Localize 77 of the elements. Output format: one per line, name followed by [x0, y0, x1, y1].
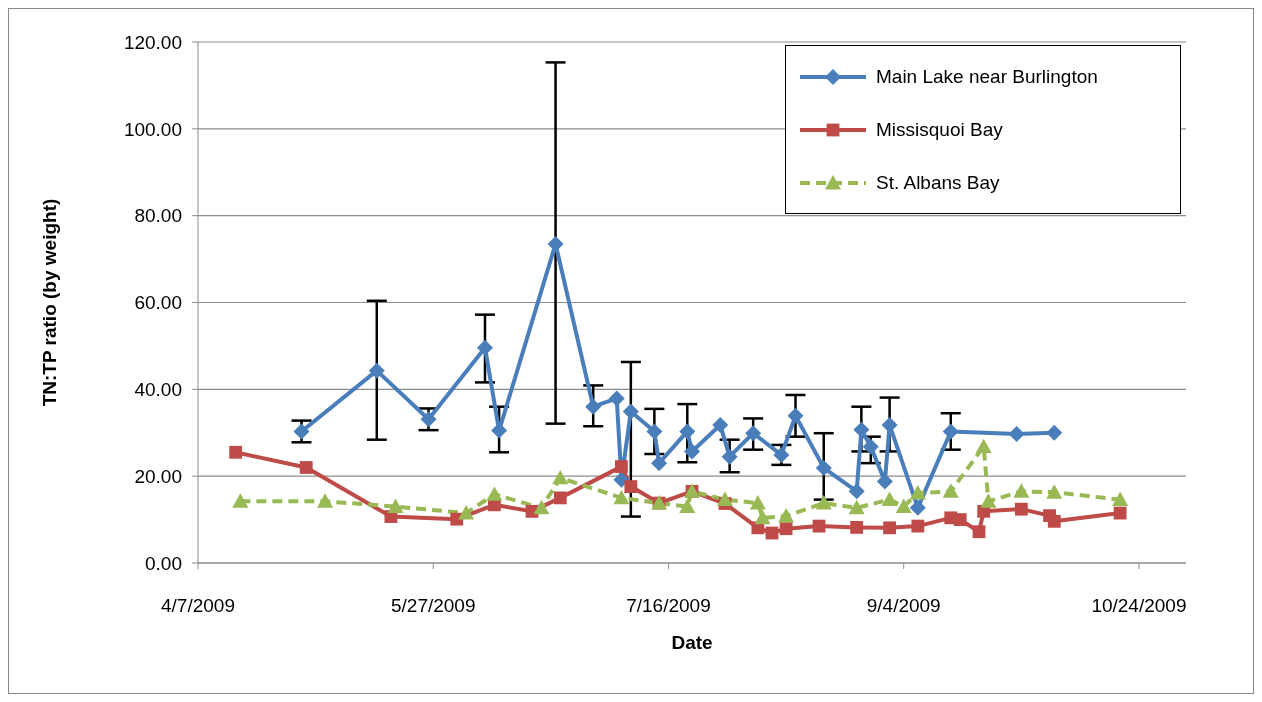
point [553, 491, 567, 505]
point [895, 498, 912, 513]
point [881, 416, 898, 433]
point [615, 460, 628, 474]
point [778, 508, 795, 523]
point [953, 513, 967, 526]
point [229, 445, 243, 459]
point [368, 362, 385, 379]
point [232, 493, 249, 508]
point [1112, 491, 1129, 507]
y-axis-title: TN:TP ratio (by weight) [38, 198, 60, 407]
point [1046, 484, 1063, 499]
point [712, 416, 729, 433]
point [1008, 426, 1025, 443]
point [646, 423, 663, 440]
x-tick-label: 5/27/2009 [390, 595, 476, 617]
point [458, 505, 475, 520]
point [716, 491, 733, 507]
point [585, 398, 602, 415]
point [980, 493, 997, 508]
y-tick-label: 20.00 [134, 465, 182, 487]
point [745, 425, 762, 442]
point [1014, 502, 1028, 516]
point [754, 509, 771, 525]
point [299, 461, 313, 474]
y-tick-label: 40.00 [134, 379, 182, 401]
point [815, 495, 832, 510]
point [909, 499, 926, 516]
point [622, 403, 639, 420]
point [848, 483, 865, 500]
point [942, 423, 959, 440]
point [1013, 483, 1030, 498]
point [848, 499, 865, 515]
point [815, 459, 832, 476]
point [486, 486, 503, 501]
point [679, 423, 696, 440]
x-tick-label: 10/24/2009 [1091, 595, 1187, 617]
legend-label: St. Albans Bay [876, 171, 1000, 194]
x-tick-label: 4/7/2009 [161, 595, 235, 617]
point [1047, 514, 1061, 528]
legend-label: Missisquoi Bay [876, 118, 1003, 141]
point [387, 498, 404, 513]
point [624, 480, 638, 493]
point [552, 469, 569, 485]
point [721, 448, 738, 465]
point [608, 390, 625, 407]
y-tick-label: 100.00 [123, 118, 182, 140]
x-tick-label: 7/16/2009 [626, 595, 711, 617]
point [975, 438, 992, 454]
point [651, 455, 668, 472]
y-tick-label: 60.00 [134, 292, 182, 314]
point [853, 421, 870, 438]
point [613, 489, 630, 505]
point [533, 499, 550, 515]
point [942, 483, 959, 498]
point [1046, 424, 1063, 441]
point [1113, 506, 1127, 520]
x-tick-label: 9/4/2009 [866, 595, 941, 617]
legend-label: Main Lake near Burlington [876, 65, 1098, 88]
y-tick-label: 120.00 [123, 31, 182, 53]
point [876, 473, 893, 490]
point [684, 443, 700, 460]
point [787, 407, 804, 424]
y-tick-label: 0.00 [145, 552, 182, 574]
point [909, 485, 926, 500]
y-tick-label: 80.00 [134, 205, 182, 227]
point [972, 525, 986, 539]
point [317, 493, 334, 508]
point [881, 491, 898, 507]
point [749, 495, 766, 510]
point [911, 519, 925, 533]
point [883, 521, 896, 535]
point [850, 521, 864, 534]
point [476, 339, 493, 356]
point [862, 438, 879, 455]
x-axis-title: Date [671, 632, 713, 653]
point [679, 498, 696, 513]
